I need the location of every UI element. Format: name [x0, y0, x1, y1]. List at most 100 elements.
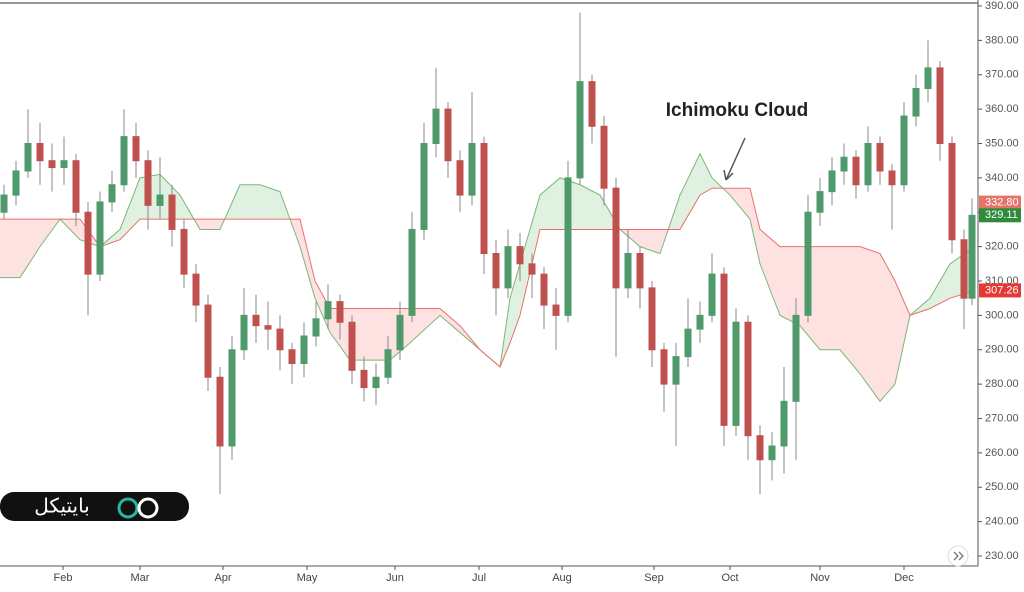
- candle-body: [240, 314, 248, 351]
- candle-body: [252, 314, 260, 327]
- candle-body: [192, 273, 200, 306]
- x-tick-label: Apr: [214, 572, 231, 584]
- x-tick-label: Nov: [810, 572, 830, 584]
- annotation: Ichimoku Cloud: [666, 100, 809, 121]
- candle-body: [96, 201, 104, 275]
- y-tick-label: 240.00: [985, 516, 1019, 528]
- candle-body: [432, 108, 440, 144]
- candle-body: [12, 170, 20, 196]
- x-tick-label: Jun: [386, 572, 404, 584]
- x-tick-label: May: [297, 572, 318, 584]
- cloud-fill: [540, 177, 560, 230]
- x-tick-label: Sep: [644, 572, 664, 584]
- candle-body: [108, 184, 116, 203]
- candle-body: [144, 160, 152, 206]
- y-tick-label: 250.00: [985, 481, 1019, 493]
- candle-body: [156, 194, 164, 206]
- price-label: 329.11: [985, 209, 1018, 221]
- x-tick-label: Jul: [472, 572, 486, 584]
- candle-body: [480, 143, 488, 254]
- cloud-fill: [680, 153, 700, 230]
- cloud-fill: [580, 184, 600, 230]
- candle-body: [828, 170, 836, 193]
- candle-body: [588, 81, 596, 127]
- y-tick-label: 270.00: [985, 412, 1019, 424]
- x-tick-label: Dec: [894, 572, 914, 584]
- candle-body: [336, 301, 344, 323]
- scroll-button[interactable]: [947, 545, 969, 567]
- candle-body: [360, 369, 368, 389]
- candle-body: [456, 160, 464, 196]
- y-tick-label: 380.00: [985, 34, 1019, 46]
- candle-body: [60, 160, 68, 169]
- y-tick-label: 280.00: [985, 378, 1019, 390]
- candle-body: [576, 81, 584, 179]
- y-tick-label: 320.00: [985, 241, 1019, 253]
- x-tick-label: Feb: [54, 572, 73, 584]
- logo-icon: [117, 497, 159, 519]
- price-label: 307.26: [985, 284, 1019, 296]
- candle-body: [312, 318, 320, 337]
- candle-body: [780, 400, 788, 447]
- annotation-arrow: [723, 137, 746, 181]
- y-tick-label: 340.00: [985, 172, 1019, 184]
- candle-body: [792, 314, 800, 402]
- cloud-fill: [750, 188, 760, 264]
- candle-body: [840, 156, 848, 172]
- candle-body: [888, 170, 896, 186]
- x-tick-label: Oct: [721, 572, 738, 584]
- candle-body: [420, 143, 428, 230]
- y-tick-label: 390.00: [985, 0, 1019, 12]
- candle-body: [372, 376, 380, 389]
- logo-badge: [0, 492, 189, 521]
- y-tick-label: 290.00: [985, 344, 1019, 356]
- candle-body: [552, 304, 560, 316]
- x-tick-label: Aug: [552, 572, 572, 584]
- candle-body: [968, 214, 976, 299]
- cloud-fill: [315, 281, 330, 333]
- cloud-fill: [510, 263, 520, 343]
- plot-area: [0, 12, 976, 495]
- candle-body: [708, 273, 716, 316]
- cloud-fill: [300, 219, 315, 299]
- cloud-fill: [120, 177, 140, 240]
- price-label-box: [979, 208, 1021, 223]
- candle-body: [852, 156, 860, 186]
- candle-body: [756, 435, 764, 461]
- cloud-fill: [820, 246, 840, 350]
- y-tick-label: 350.00: [985, 137, 1019, 149]
- y-tick-label: 360.00: [985, 103, 1019, 115]
- candle-body: [72, 160, 80, 213]
- price-label-box: [979, 195, 1021, 210]
- candle-body: [720, 273, 728, 426]
- candle-body: [276, 328, 284, 351]
- candle-body: [960, 239, 968, 299]
- candle-body: [216, 376, 224, 447]
- price-label: 332.80: [985, 197, 1019, 209]
- candle-body: [660, 349, 668, 385]
- candle-body: [696, 314, 704, 330]
- price-label-box: [979, 283, 1021, 298]
- cloud-fill: [780, 246, 800, 326]
- candle-body: [120, 136, 128, 186]
- candle-body: [624, 253, 632, 289]
- cloud-fill: [20, 219, 40, 278]
- cloud-fill: [730, 188, 750, 220]
- candle-body: [300, 335, 308, 364]
- candle-body: [564, 177, 572, 316]
- candle-body: [504, 246, 512, 289]
- cloud-fill: [440, 308, 460, 333]
- candle-body: [912, 88, 920, 117]
- candle-body: [768, 445, 776, 461]
- y-tick-label: 230.00: [985, 550, 1019, 562]
- candle-body: [444, 108, 452, 162]
- candle-body: [348, 321, 356, 371]
- cloud-fill: [520, 195, 540, 316]
- cloud-fill: [0, 219, 20, 278]
- y-tick-label: 370.00: [985, 69, 1019, 81]
- candle-body: [528, 263, 536, 275]
- candle-body: [396, 314, 404, 351]
- candle-body: [948, 143, 956, 241]
- x-tick-label: Mar: [131, 572, 150, 584]
- candle-body: [288, 349, 296, 364]
